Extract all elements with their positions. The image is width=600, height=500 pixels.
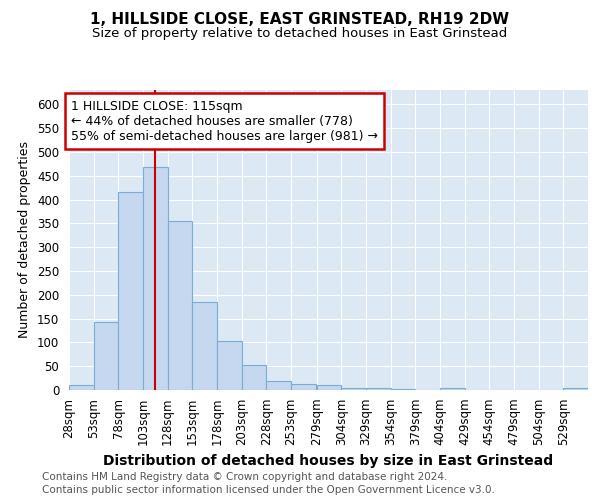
- Bar: [167, 221, 193, 390]
- Bar: [217, 341, 242, 390]
- Bar: [317, 385, 341, 390]
- Bar: [193, 302, 217, 390]
- Y-axis label: Number of detached properties: Number of detached properties: [19, 142, 31, 338]
- Bar: [440, 388, 464, 390]
- Bar: [391, 388, 415, 390]
- Bar: [69, 385, 94, 390]
- X-axis label: Distribution of detached houses by size in East Grinstead: Distribution of detached houses by size …: [103, 454, 554, 468]
- Bar: [291, 384, 316, 390]
- Bar: [143, 167, 167, 390]
- Bar: [341, 388, 366, 390]
- Bar: [266, 382, 291, 390]
- Text: Contains HM Land Registry data © Crown copyright and database right 2024.: Contains HM Land Registry data © Crown c…: [42, 472, 448, 482]
- Bar: [94, 322, 118, 390]
- Text: Contains public sector information licensed under the Open Government Licence v3: Contains public sector information licen…: [42, 485, 495, 495]
- Text: Size of property relative to detached houses in East Grinstead: Size of property relative to detached ho…: [92, 28, 508, 40]
- Bar: [563, 388, 588, 390]
- Bar: [242, 365, 266, 390]
- Bar: [366, 388, 391, 390]
- Text: 1, HILLSIDE CLOSE, EAST GRINSTEAD, RH19 2DW: 1, HILLSIDE CLOSE, EAST GRINSTEAD, RH19 …: [91, 12, 509, 28]
- Bar: [118, 192, 143, 390]
- Text: 1 HILLSIDE CLOSE: 115sqm
← 44% of detached houses are smaller (778)
55% of semi-: 1 HILLSIDE CLOSE: 115sqm ← 44% of detach…: [71, 100, 378, 142]
